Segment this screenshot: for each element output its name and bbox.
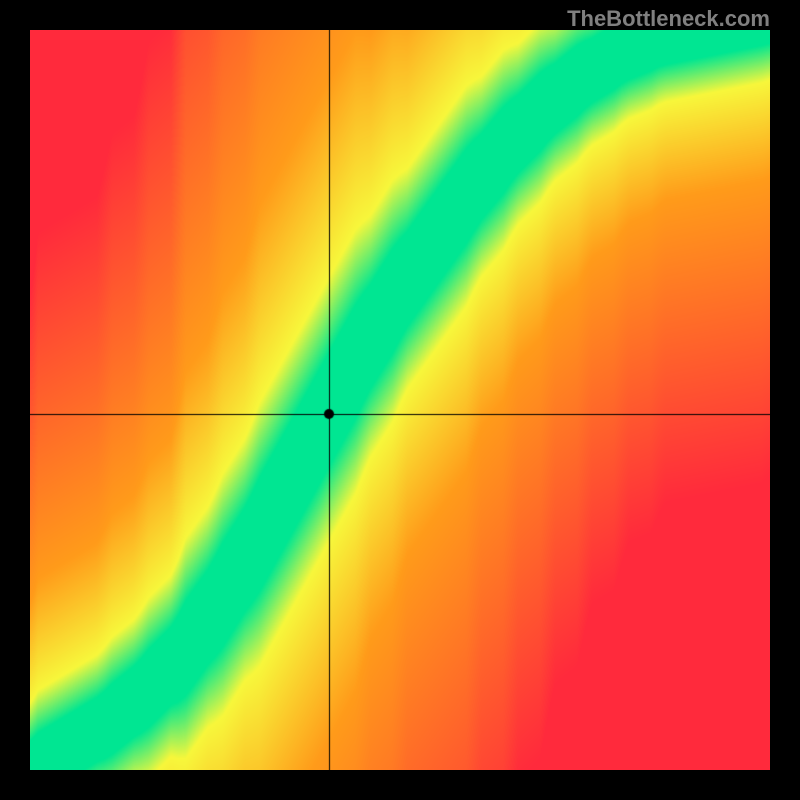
chart-container: TheBottleneck.com xyxy=(0,0,800,800)
watermark-text: TheBottleneck.com xyxy=(567,6,770,32)
heatmap-plot xyxy=(30,30,770,770)
heatmap-canvas xyxy=(30,30,770,770)
